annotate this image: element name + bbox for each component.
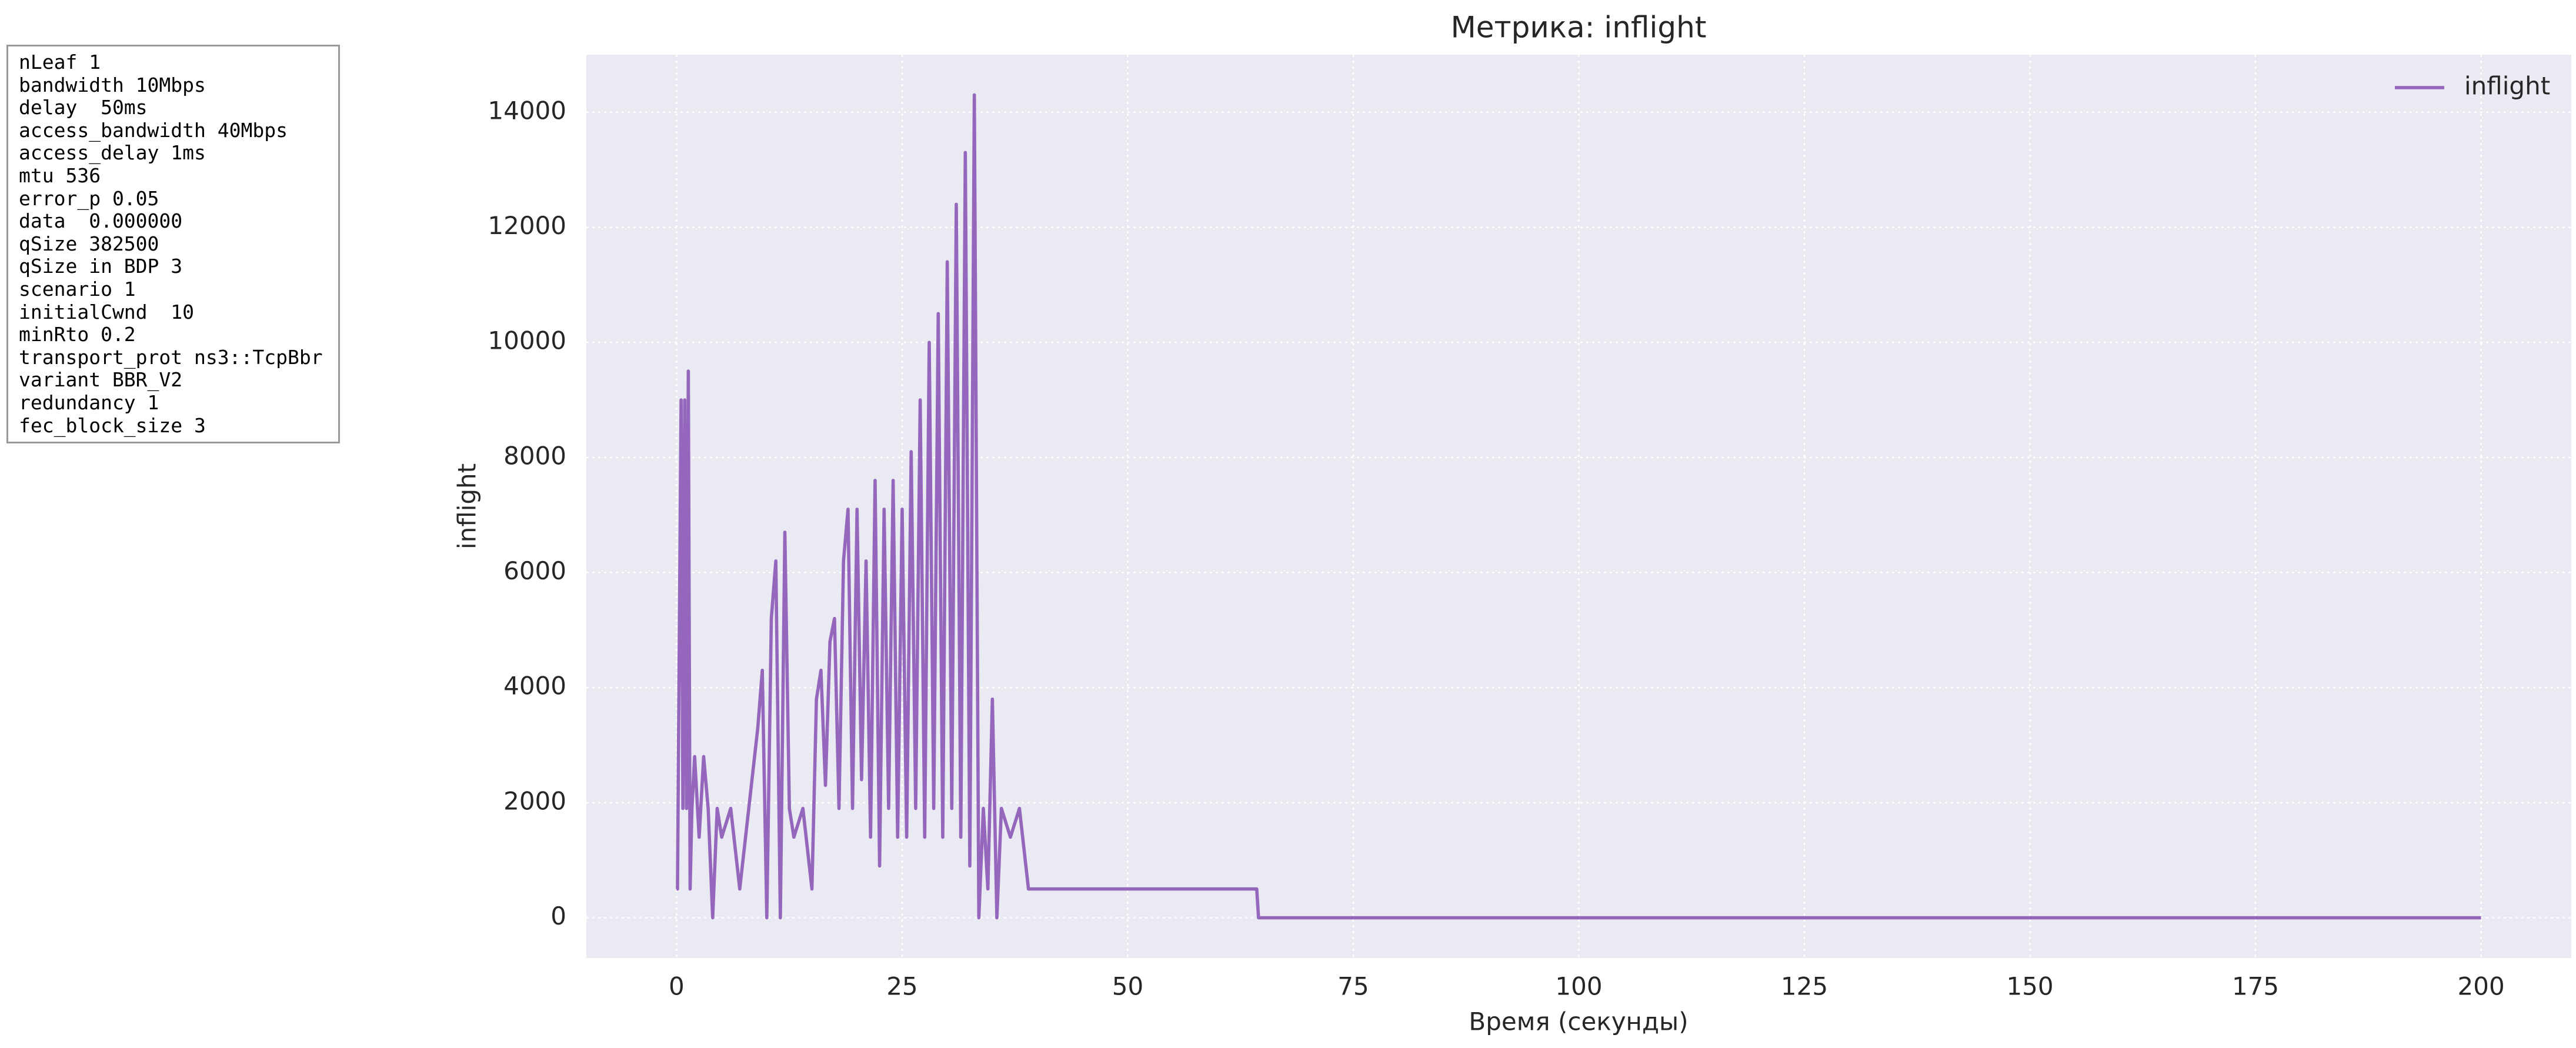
info-line: nLeaf 1 <box>19 51 101 74</box>
x-tick-label: 75 <box>1337 972 1369 1001</box>
series-line <box>676 93 2481 920</box>
x-tick-label: 100 <box>1555 972 1602 1001</box>
x-tick-label: 150 <box>2006 972 2053 1001</box>
info-line: redundancy 1 <box>19 391 159 414</box>
y-axis-label: inflight <box>453 463 482 549</box>
y-tick-label: 0 <box>550 902 566 930</box>
info-line: data 0.000000 <box>19 209 183 233</box>
x-axis-label: Время (секунды) <box>1469 1007 1688 1036</box>
y-tick-label: 12000 <box>488 211 566 240</box>
info-box: nLeaf 1 bandwidth 10Mbps delay 50ms access_… <box>6 45 340 444</box>
info-line: qSize in BDP 3 <box>19 255 183 278</box>
info-line: transport_prot ns3::TcpBbr <box>19 345 323 369</box>
info-line: mtu 536 <box>19 163 101 187</box>
info-line: bandwidth 10Mbps <box>19 73 206 96</box>
legend-label: inflight <box>2464 72 2550 101</box>
x-tick-label: 25 <box>886 972 917 1001</box>
y-tick-label: 4000 <box>503 672 566 700</box>
x-tick-label: 0 <box>669 972 685 1001</box>
x-tick-label: 200 <box>2458 972 2505 1001</box>
y-tick-label: 10000 <box>488 326 566 355</box>
y-tick-label: 2000 <box>503 786 566 815</box>
info-line: minRto 0.2 <box>19 323 136 346</box>
info-line: delay 50ms <box>19 96 148 119</box>
info-line: qSize 382500 <box>19 232 159 255</box>
y-tick-label: 14000 <box>488 96 566 125</box>
y-tick-label: 8000 <box>503 441 566 470</box>
x-tick-label: 125 <box>1781 972 1828 1001</box>
x-tick-label: 175 <box>2232 972 2279 1001</box>
info-line: fec_block_size 3 <box>19 413 206 437</box>
info-line: access_bandwidth 40Mbps <box>19 118 288 142</box>
info-line: variant BBR_V2 <box>19 368 183 392</box>
y-tick-label: 6000 <box>503 556 566 585</box>
info-line: initialCwnd 10 <box>19 300 195 323</box>
info-line: scenario 1 <box>19 277 136 301</box>
x-tick-label: 50 <box>1112 972 1143 1001</box>
info-line: error_p 0.05 <box>19 186 159 210</box>
info-line: access_delay 1ms <box>19 141 206 165</box>
chart-title: Метрика: inflight <box>1451 11 1707 45</box>
